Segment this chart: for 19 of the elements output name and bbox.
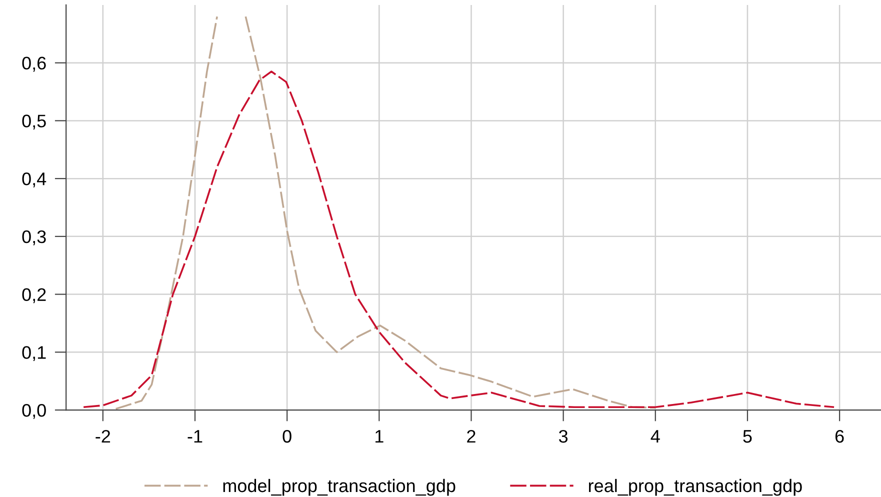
legend-label: model_prop_transaction_gdp bbox=[223, 478, 456, 496]
x-tick-label: -2 bbox=[96, 430, 110, 443]
line-series bbox=[82, 70, 835, 408]
x-tick-label: 4 bbox=[650, 430, 660, 443]
x-tick-label: 3 bbox=[558, 430, 568, 443]
y-tick-label: 0,2 bbox=[22, 288, 46, 304]
x-tick-label: 6 bbox=[835, 430, 844, 443]
y-tick-label: 0,5 bbox=[22, 114, 46, 130]
y-tick-label: 0,6 bbox=[22, 56, 46, 72]
y-tick-label: 0,3 bbox=[22, 230, 46, 246]
y-tick-label: 0,0 bbox=[22, 404, 46, 419]
y-tick-label: 0,1 bbox=[22, 346, 46, 362]
x-tick-label: 2 bbox=[467, 430, 476, 443]
legend-label: real_prop_transaction_gdp bbox=[588, 478, 802, 496]
x-tick-label: 5 bbox=[743, 430, 752, 443]
x-tick-label: 0 bbox=[282, 430, 292, 443]
x-tick-label: -1 bbox=[188, 430, 202, 443]
y-tick-label: 0,4 bbox=[22, 172, 46, 188]
x-tick-label: 1 bbox=[376, 430, 384, 443]
